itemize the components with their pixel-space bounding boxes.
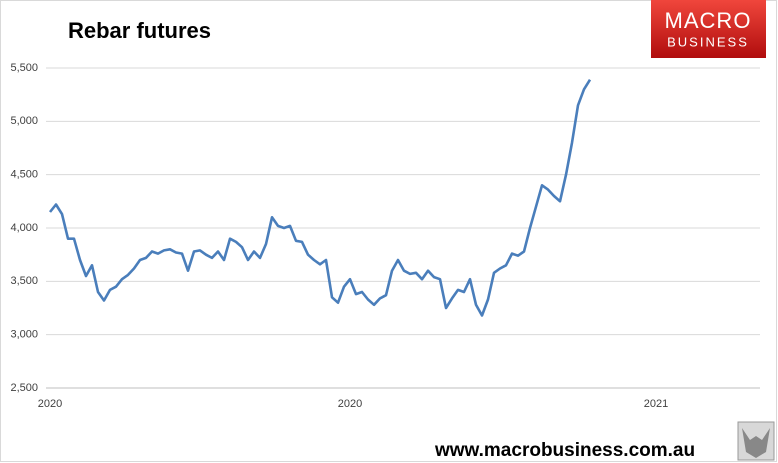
- footer-url: www.macrobusiness.com.au: [434, 440, 695, 461]
- x-tick-label: 2020: [338, 398, 362, 410]
- x-tick-label: 2020: [38, 398, 62, 410]
- x-tick-label: 2021: [644, 398, 668, 410]
- y-tick-label: 3,500: [10, 275, 38, 287]
- chart-title: Rebar futures: [68, 18, 211, 43]
- logo-box: [651, 0, 766, 58]
- logo-icon-shape: [742, 428, 770, 458]
- y-tick-label: 4,000: [10, 222, 38, 234]
- logo-subtext: BUSINESS: [667, 34, 749, 49]
- y-tick-label: 5,000: [10, 115, 38, 127]
- y-tick-label: 3,000: [10, 329, 38, 341]
- y-tick-label: 2,500: [10, 382, 38, 394]
- y-tick-label: 5,500: [10, 62, 38, 74]
- logo-text: MACRO: [665, 8, 752, 33]
- data-line: [48, 79, 592, 317]
- y-tick-label: 4,500: [10, 169, 38, 181]
